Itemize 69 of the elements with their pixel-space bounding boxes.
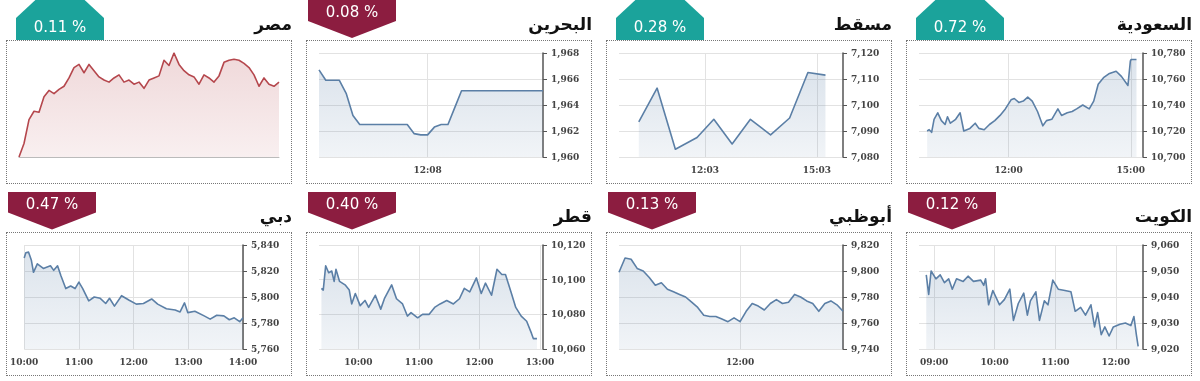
chart-title: مسقط <box>833 14 892 34</box>
y-tick-label: 10,740 <box>1151 100 1186 111</box>
chart-title: مصر <box>254 14 292 34</box>
y-tick-label: 5,780 <box>251 317 280 329</box>
x-tick-label: 15:00 <box>1116 164 1145 175</box>
chart-title: قطر <box>553 205 592 226</box>
y-tick-label: 10,100 <box>551 274 586 286</box>
y-tick-label: 9,800 <box>851 265 880 277</box>
y-tick-label: 10,780 <box>1151 48 1186 59</box>
y-tick-label: 10,120 <box>551 239 586 251</box>
y-tick-label: 7,080 <box>851 152 880 163</box>
x-tick-label: 12:03 <box>690 164 720 175</box>
x-tick-label: 12:00 <box>994 164 1023 175</box>
y-tick-label: 9,820 <box>851 239 880 251</box>
x-tick-label: 12:00 <box>119 356 148 366</box>
y-tick-label: 1,966 <box>551 74 580 85</box>
x-tick-label: 11:00 <box>1041 356 1070 366</box>
y-tick-label: 1,968 <box>551 48 580 59</box>
y-tick-label: 9,780 <box>851 291 880 303</box>
text: % 0.40 <box>324 194 380 213</box>
y-tick-label: 9,760 <box>851 317 880 329</box>
x-tick-label: 15:03 <box>802 164 832 175</box>
text: % 0.13 <box>624 194 680 213</box>
x-tick-label: 10:00 <box>980 356 1009 366</box>
y-tick-label: 5,760 <box>251 343 280 355</box>
y-tick-label: 10,060 <box>551 343 586 355</box>
text: % 0.47 <box>24 194 80 213</box>
y-tick-label: 9,050 <box>1151 265 1180 277</box>
x-tick-label: 10:00 <box>344 356 373 366</box>
x-tick-label: 09:00 <box>919 356 949 366</box>
y-tick-label: 10,720 <box>1151 126 1186 137</box>
y-tick-label: 9,740 <box>851 343 880 355</box>
y-tick-label: 7,100 <box>851 100 880 111</box>
text: % 0.12 <box>924 194 980 213</box>
x-tick-label: 12:00 <box>465 356 494 366</box>
x-tick-label: 12:00 <box>1101 356 1130 366</box>
text: % 0.72 <box>932 18 988 36</box>
y-tick-label: 10,760 <box>1151 74 1186 85</box>
chart-title: البحرين <box>528 14 592 34</box>
y-tick-label: 1,964 <box>551 100 580 111</box>
y-tick-label: 1,960 <box>551 152 580 163</box>
y-tick-label: 9,040 <box>1151 291 1180 303</box>
y-tick-label: 7,120 <box>851 48 880 59</box>
y-tick-label: 9,060 <box>1151 239 1180 251</box>
y-tick-label: 10,700 <box>1151 152 1186 163</box>
chart-title: دبي <box>259 205 292 226</box>
y-tick-label: 5,800 <box>251 291 280 303</box>
y-tick-label: 1,962 <box>551 126 580 137</box>
x-tick-label: 12:08 <box>413 164 442 175</box>
x-tick-label: 11:00 <box>404 356 434 366</box>
y-tick-label: 7,090 <box>851 126 880 137</box>
text: % 0.28 <box>632 18 688 36</box>
y-tick-label: 5,820 <box>251 265 280 277</box>
x-tick-label: 11:00 <box>64 356 94 366</box>
x-tick-label: 12:00 <box>725 356 755 366</box>
chart-title: أبوظبي <box>828 205 892 226</box>
y-tick-label: 9,020 <box>1151 343 1180 355</box>
x-tick-label: 10:00 <box>10 356 39 366</box>
y-tick-label: 5,840 <box>251 239 280 251</box>
chart-title: السعودية <box>1116 14 1192 34</box>
y-tick-label: 10,080 <box>551 308 586 320</box>
text: % 0.11 <box>32 18 88 36</box>
y-tick-label: 7,110 <box>851 74 880 85</box>
text: % 0.08 <box>324 3 380 21</box>
x-tick-label: 13:00 <box>525 356 555 366</box>
chart-title: الكويت <box>1134 205 1192 226</box>
x-tick-label: 14:00 <box>228 356 258 366</box>
x-tick-label: 13:00 <box>174 356 203 366</box>
y-tick-label: 9,030 <box>1151 317 1180 329</box>
